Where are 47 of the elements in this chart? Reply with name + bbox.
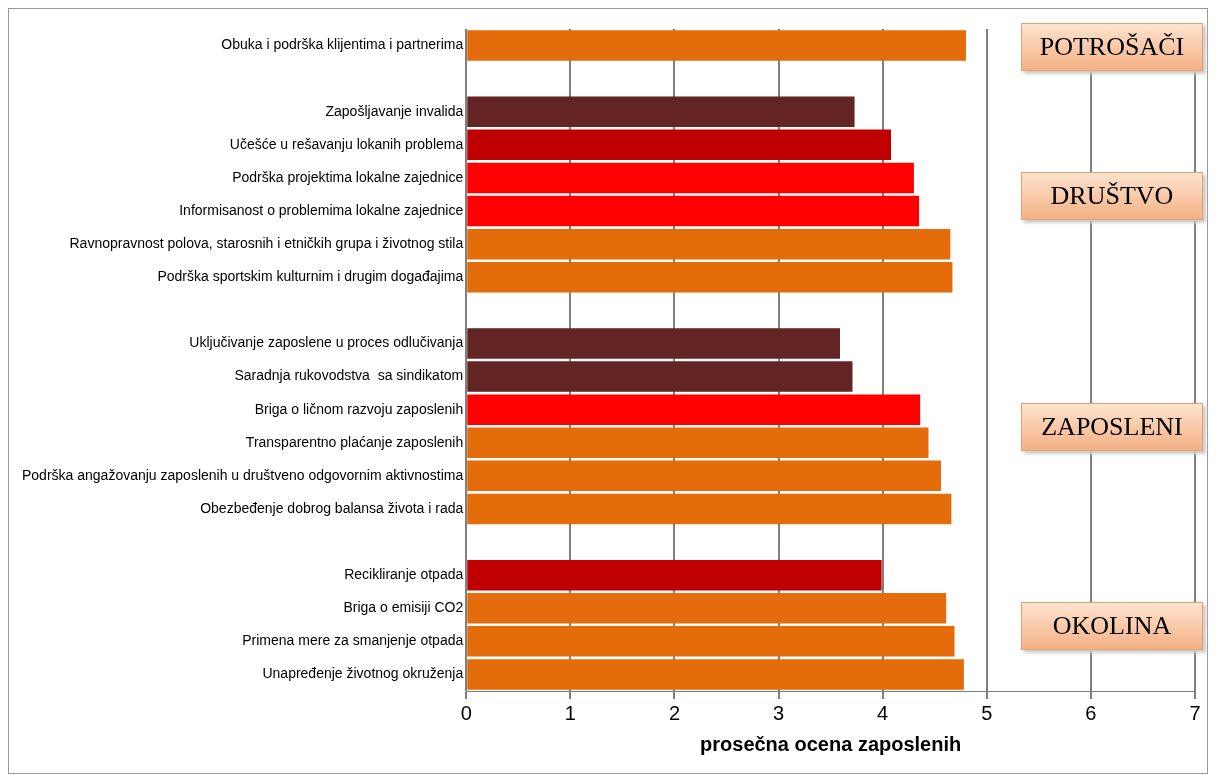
y-tick-label: Ravnopravnost polova, starosnih i etničkih grupa i životnog stila	[69, 235, 464, 252]
bar	[467, 460, 941, 492]
y-tick-label: Zapošljavanje invalida	[325, 102, 464, 119]
y-tick-label: Učešće u rešavanju lokanih problema	[229, 135, 464, 152]
y-tick-label: Primena mere za smanjenje otpada	[242, 632, 464, 649]
bar	[467, 626, 955, 657]
y-tick-label: Informisanost o problemima lokalne zajednice	[179, 201, 464, 218]
bar	[467, 361, 853, 392]
annotation: OKOLINA	[1021, 601, 1203, 650]
bar	[467, 328, 840, 359]
y-tick-label: Uključivanje zaposlene u proces odlučivanja	[189, 334, 464, 351]
bar	[467, 559, 882, 591]
y-tick-label: Transparentno plaćanje zaposlenih	[245, 433, 464, 450]
x-tick-label: 3	[773, 701, 785, 724]
bar	[467, 195, 920, 227]
bar	[467, 394, 921, 425]
x-tick-label: 2	[668, 701, 681, 724]
bar	[467, 129, 892, 161]
y-tick-label: Podrška sportskim kulturnim i drugim događajima	[157, 268, 464, 285]
bar	[467, 228, 951, 260]
x-tick-label: 6	[1085, 701, 1097, 724]
bar	[467, 162, 914, 194]
bar	[467, 493, 952, 525]
x-axis-title: prosečna ocena zaposlenih	[700, 732, 962, 755]
bar	[467, 262, 953, 293]
x-tick-label: 4	[877, 701, 889, 724]
annotation: DRUŠTVO	[1021, 171, 1203, 220]
bar	[467, 30, 966, 61]
x-tick-label: 1	[564, 701, 576, 724]
y-tick-label: Recikliranje otpada	[344, 566, 464, 583]
bar	[467, 96, 855, 127]
y-tick-label: Obezbeđenje dobrog balansa života i rada	[200, 499, 464, 516]
y-tick-label: Briga o emisiji CO2	[343, 599, 464, 616]
bar	[467, 593, 947, 624]
x-tick-label: 0	[460, 701, 472, 724]
y-tick-label: Obuka i podrška klijentima i partnerima	[221, 36, 464, 53]
y-tick-label: Podrška projektima lokalne zajednice	[232, 168, 464, 185]
x-tick-label: 7	[1189, 701, 1201, 724]
y-tick-label: Unapređenje životnog okruženja	[262, 665, 464, 682]
y-tick-label: Podrška angažovanju zaposlenih u društveno odgovornim aktivnostima	[21, 466, 464, 483]
y-tick-label: Briga o ličnom razvoju zaposlenih	[254, 400, 464, 417]
y-tick-label: Saradnja rukovodstva sa sindikatom	[234, 367, 464, 384]
annotation: POTROŠAČI	[1021, 22, 1203, 71]
x-tick-label: 5	[981, 701, 993, 724]
bar	[467, 659, 964, 690]
annotation: ZAPOSLENI	[1021, 403, 1203, 452]
bar	[467, 427, 929, 458]
